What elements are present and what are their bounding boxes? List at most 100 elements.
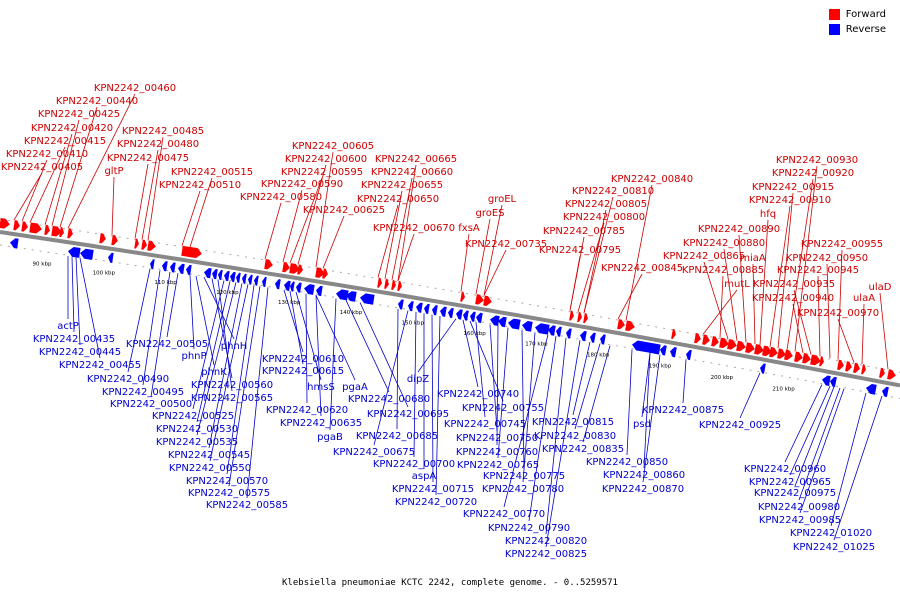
reverse-gene	[262, 276, 267, 288]
reverse-gene	[548, 325, 556, 336]
forward-gene	[736, 340, 746, 352]
gene-label: KPN2242_00425	[38, 109, 120, 120]
label-leader-line	[373, 310, 409, 446]
gene-label: phnK	[201, 367, 227, 378]
gene-label: KPN2242_00770	[463, 509, 545, 520]
forward-gene	[777, 348, 786, 359]
label-leader-line	[817, 275, 821, 357]
gene-label: KPN2242_00565	[191, 393, 273, 404]
gene-label: KPN2242_00615	[262, 366, 344, 377]
kbp-tick-label: 90 kbp	[33, 261, 52, 267]
label-leader-line	[345, 300, 390, 393]
reverse-gene	[230, 271, 236, 283]
gene-label: KPN2242_00790	[488, 523, 570, 534]
gene-label: KPN2242_00925	[699, 420, 781, 431]
forward-gene	[147, 240, 156, 251]
gene-label: KPN2242_00860	[603, 470, 685, 481]
label-leader-line	[289, 290, 304, 365]
reverse-gene	[535, 323, 550, 335]
gene-label: pgaA	[342, 382, 368, 393]
gene-label: KPN2242_00445	[39, 347, 121, 358]
forward-gene	[483, 295, 492, 306]
gene-label: KPN2242_00810	[572, 186, 654, 197]
gene-label: KPN2242_00590	[261, 179, 343, 190]
reverse-gene	[686, 349, 692, 361]
genome-caption: Klebsiella pneumoniae KCTC 2242, complet…	[282, 578, 618, 588]
label-leader-line	[497, 327, 509, 459]
forward-gene	[577, 311, 582, 323]
gene-label: KPN2242_00930	[776, 155, 858, 166]
gene-label: KPN2242_00785	[543, 226, 625, 237]
forward-gene	[141, 239, 147, 250]
gene-label: KPN2242_00610	[262, 354, 344, 365]
reverse-gene	[660, 345, 667, 356]
reverse-gene	[224, 270, 230, 282]
gene-label: KPN2242_00920	[772, 168, 854, 179]
label-leader-line	[475, 322, 486, 418]
legend-reverse: Reverse	[828, 23, 886, 35]
gene-label: KPN2242_00910	[749, 195, 831, 206]
gene-label: KPN2242_00435	[33, 334, 115, 345]
label-leader-line	[166, 273, 179, 338]
gene-label: KPN2242_00830	[534, 431, 616, 442]
label-leader-line	[150, 271, 171, 398]
label-leader-line	[879, 292, 889, 370]
label-leader-line	[51, 119, 80, 226]
reverse-swatch	[828, 23, 840, 35]
label-leader-line	[195, 275, 215, 366]
label-leader-line	[798, 387, 841, 501]
label-leader-line	[460, 233, 470, 292]
reverse-gene	[336, 289, 349, 301]
gene-label: KPN2242_00550	[169, 463, 251, 474]
label-leader-line	[79, 257, 101, 359]
gene-label: KPN2242_00720	[395, 497, 477, 508]
forward-gene	[397, 280, 402, 292]
label-leader-line	[483, 249, 507, 296]
forward-gene	[67, 228, 73, 239]
gene-label: psd	[633, 419, 651, 430]
reverse-gene	[760, 363, 766, 374]
label-leader-line	[784, 384, 823, 463]
reverse-gene	[304, 284, 315, 295]
forward-gene	[322, 268, 328, 279]
label-leader-line	[617, 273, 643, 320]
gene-label: fxsA	[458, 223, 480, 234]
gene-label: KPN2242_00820	[505, 536, 587, 547]
label-leader-line	[793, 289, 812, 355]
reverse-gene	[150, 259, 155, 270]
reverse-gene	[162, 261, 168, 272]
label-leader-line	[503, 334, 549, 508]
reverse-gene	[284, 280, 291, 291]
reverse-gene	[882, 386, 889, 398]
reverse-gene	[522, 320, 533, 332]
reverse-gene	[463, 310, 469, 321]
kbp-tick-label: 120 kbp	[216, 290, 239, 296]
label-leader-line	[723, 248, 738, 341]
gene-label: actP	[57, 321, 79, 332]
kbp-tick-label: 210 kbp	[772, 386, 795, 392]
label-leader-line	[759, 219, 769, 345]
gene-label: ulaD	[869, 282, 892, 293]
forward-gene	[569, 310, 574, 321]
forward-gene	[289, 263, 300, 274]
label-leader-line	[545, 340, 581, 548]
forward-gene	[879, 367, 885, 378]
gene-label: ulaA	[853, 293, 875, 304]
label-leader-line	[189, 275, 195, 350]
label-leader-line	[792, 303, 804, 354]
reverse-gene	[290, 281, 295, 292]
gene-label: pgaB	[317, 432, 343, 443]
label-leader-line	[703, 261, 729, 340]
forward-gene	[702, 334, 710, 345]
label-leader-line	[397, 164, 417, 281]
forward-gene	[727, 339, 737, 350]
gene-label: KPN2242_00545	[168, 450, 250, 461]
gene-label: groEL	[488, 194, 517, 205]
forward-gene	[51, 225, 62, 237]
label-leader-line	[777, 192, 794, 349]
gene-label: groES	[475, 208, 504, 219]
reverse-gene	[108, 252, 114, 263]
reverse-gene	[178, 263, 185, 275]
label-leader-line	[583, 196, 614, 314]
reverse-gene	[186, 264, 192, 276]
